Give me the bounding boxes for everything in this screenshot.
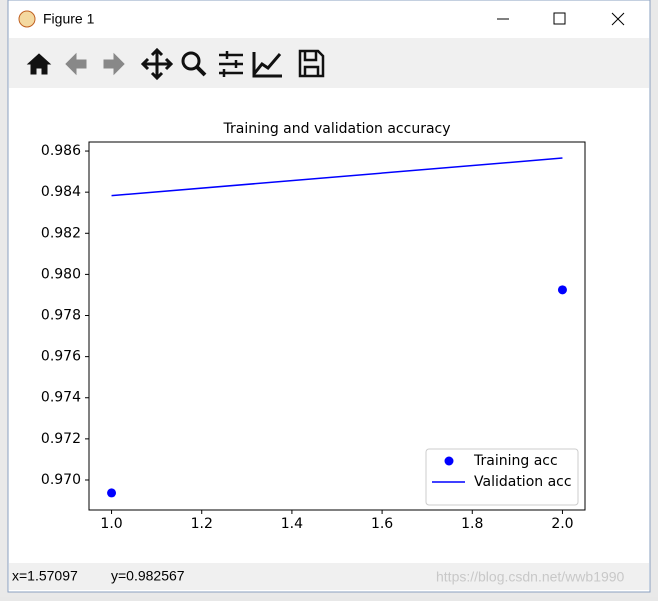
zoom-button[interactable] <box>181 51 207 77</box>
watermark: https://blog.csdn.net/wwb1990 <box>436 569 625 585</box>
back-button[interactable] <box>65 52 87 76</box>
legend-label: Validation acc <box>474 474 572 490</box>
point <box>557 285 567 295</box>
legend-label: Training acc <box>473 453 558 469</box>
y-tick-label: 0.980 <box>41 266 81 282</box>
home-button[interactable] <box>26 53 52 75</box>
x-tick-label: 1.0 <box>100 516 122 532</box>
status-y: y=0.982567 <box>111 568 185 584</box>
y-tick-label: 0.970 <box>41 472 81 488</box>
x-tick-label: 1.6 <box>371 516 393 532</box>
x-tick-label: 2.0 <box>551 516 573 532</box>
x-tick-label: 1.8 <box>461 516 483 532</box>
legend-box <box>425 448 579 506</box>
close-button[interactable] <box>611 12 625 26</box>
configure-button[interactable] <box>219 51 243 77</box>
save-button[interactable] <box>298 49 325 78</box>
y-tick-label: 0.986 <box>41 143 81 159</box>
y-tick-label: 0.982 <box>41 225 81 241</box>
point <box>107 488 117 498</box>
y-tick-label: 0.972 <box>41 431 81 447</box>
maximize-button[interactable] <box>553 12 566 25</box>
pan-button[interactable] <box>140 47 174 81</box>
series-line <box>111 157 563 197</box>
app-icon <box>18 10 36 28</box>
chart-title: Training and validation accuracy <box>222 121 450 137</box>
x-tick-label: 1.2 <box>191 516 213 532</box>
y-tick-label: 0.974 <box>41 390 81 406</box>
y-tick-label: 0.984 <box>41 184 81 200</box>
edit-axis-button[interactable] <box>252 52 282 78</box>
legend-marker <box>444 456 454 466</box>
plot-frame <box>88 141 586 511</box>
x-tick-label: 1.4 <box>281 516 303 532</box>
status-x: x=1.57097 <box>12 568 78 584</box>
y-tick-label: 0.976 <box>41 349 81 365</box>
y-tick-label: 0.978 <box>41 308 81 324</box>
forward-button[interactable] <box>103 52 125 76</box>
window-title: Figure 1 <box>43 11 95 27</box>
status-bar <box>9 563 649 590</box>
